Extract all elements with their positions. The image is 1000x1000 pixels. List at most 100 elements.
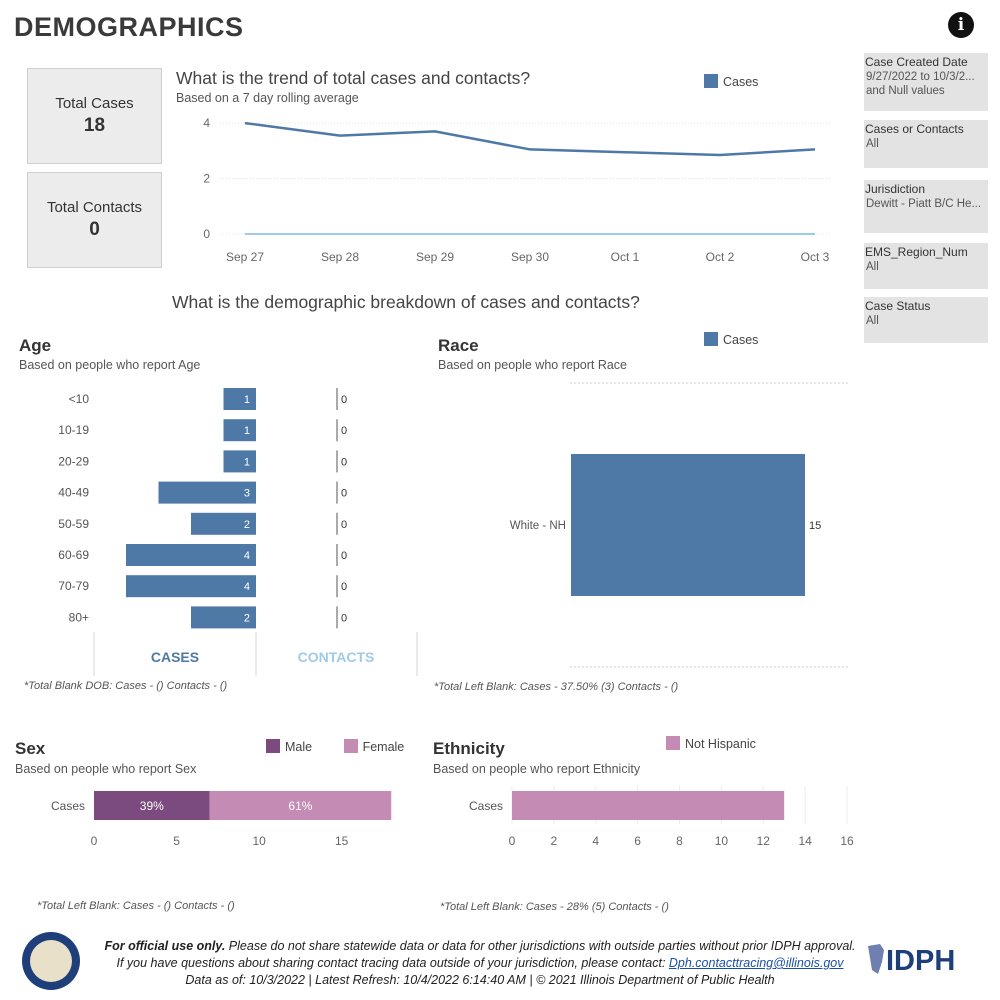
age-cases-bar [191, 512, 256, 535]
ethnicity-title: Ethnicity [433, 739, 505, 758]
age-contacts-value: 0 [341, 394, 347, 406]
sex-x-tick-label: 5 [173, 834, 180, 848]
x-tick-label: Sep 27 [226, 250, 264, 264]
age-cases-value: 1 [244, 394, 250, 406]
contact-email-link[interactable]: Dph.contacttracing@illinois.gov [668, 956, 844, 970]
sex-category-label: Cases [51, 799, 85, 813]
sex-subtitle: Based on people who report Sex [15, 762, 197, 776]
legend-swatch-not-hispanic [666, 736, 680, 750]
breakdown-question: What is the demographic breakdown of cas… [172, 292, 640, 312]
filter-value: Dewitt - Piatt B/C He... [866, 198, 982, 210]
filter-value: All [866, 261, 879, 273]
sex-male-label: 39% [140, 799, 164, 813]
age-cases-value: 1 [244, 456, 250, 468]
age-contacts-value: 0 [341, 550, 347, 562]
age-cases-value: 1 [244, 425, 250, 437]
age-category-label: 60-69 [58, 548, 89, 562]
y-tick-label: 0 [203, 227, 210, 241]
age-contacts-value: 0 [341, 456, 347, 468]
trend-legend-label: Cases [723, 75, 759, 89]
age-cases-bar [158, 481, 256, 504]
age-chart: <10 1 0 10-19 1 0 20-29 1 0 40-49 3 0 50-59 2 0 60-69 4 0… [58, 388, 418, 676]
age-category-label: 70-79 [58, 579, 89, 593]
filter-value: and Null values [866, 85, 945, 97]
sex-legend-male: Male [285, 740, 313, 754]
ethnicity-x-tick-label: 12 [757, 834, 771, 848]
filter-label: Jurisdiction [865, 182, 926, 196]
ethnicity-bar [512, 791, 785, 820]
ethnicity-x-tick-label: 8 [676, 834, 683, 848]
x-tick-label: Sep 29 [416, 250, 454, 264]
footer-line1-rest: Please do not share statewide data or da… [225, 939, 856, 953]
total-cases-value: 18 [83, 115, 106, 136]
ethnicity-subtitle: Based on people who report Ethnicity [433, 762, 641, 776]
ethnicity-x-tick-label: 10 [715, 834, 729, 848]
idph-logo-text: IDPH [886, 945, 955, 977]
age-contacts-value: 0 [341, 425, 347, 437]
age-title: Age [19, 336, 52, 355]
filter-jurisdiction[interactable]: Jurisdiction Dewitt - Piatt B/C He... [864, 180, 988, 233]
age-cases-bar [223, 419, 256, 442]
sex-female-bar [209, 791, 392, 820]
illinois-map-icon [868, 944, 884, 974]
ethnicity-legend: Not Hispanic [666, 736, 756, 751]
ethnicity-x-tick-label: 0 [509, 834, 516, 848]
idph-logo: IDPH [868, 944, 955, 977]
age-cases-value: 2 [244, 612, 250, 624]
ethnicity-category-label: Cases [469, 799, 503, 813]
ethnicity-x-tick-label: 4 [592, 834, 599, 848]
race-legend-label: Cases [723, 333, 759, 347]
age-cases-bar [126, 575, 256, 598]
x-tick-label: Oct 2 [706, 250, 735, 264]
age-cases-bar [191, 606, 256, 629]
race-value-label: 15 [809, 520, 821, 532]
legend-swatch-cases [704, 332, 718, 346]
race-chart: White - NH 15 [510, 382, 850, 668]
filter-case-status[interactable]: Case Status All [864, 297, 988, 343]
filter-value: 9/27/2022 to 10/3/2... [866, 71, 975, 83]
sex-female-label: 61% [288, 799, 312, 813]
filter-label: Cases or Contacts [865, 122, 964, 136]
sex-male-bar [94, 791, 210, 820]
legend-swatch-cases [704, 74, 718, 88]
ethnicity-note: *Total Left Blank: Cases - 28% (5) Conta… [440, 901, 669, 913]
trend-legend: Cases [704, 74, 758, 89]
age-category-label: 50-59 [58, 517, 89, 531]
ethnicity-x-tick-label: 16 [840, 834, 854, 848]
race-category-label: White - NH [510, 520, 566, 532]
age-subtitle: Based on people who report Age [19, 358, 201, 372]
filter-value: All [866, 315, 879, 327]
age-cases-bar [223, 388, 256, 410]
age-cases-value: 2 [244, 519, 250, 531]
info-icon[interactable]: i [948, 12, 974, 38]
y-tick-label: 4 [203, 116, 210, 130]
total-cases-card: Total Cases 18 [27, 68, 162, 164]
page-title: DEMOGRAPHICS [14, 12, 244, 42]
ethnicity-x-tick-label: 14 [798, 834, 812, 848]
cases-trend-line [244, 121, 816, 157]
total-contacts-card: Total Contacts 0 [27, 172, 162, 268]
trend-subtitle: Based on a 7 day rolling average [176, 91, 359, 105]
seal-inner [30, 940, 72, 982]
age-cases-value: 4 [244, 550, 250, 562]
age-cases-bar [126, 544, 256, 566]
age-cases-value: 3 [244, 488, 250, 500]
race-legend: Cases [704, 332, 758, 347]
race-note: *Total Left Blank: Cases - 37.50% (3) Co… [434, 681, 679, 693]
sex-note: *Total Left Blank: Cases - () Contacts -… [37, 900, 235, 912]
age-contacts-value: 0 [341, 488, 347, 500]
ethnicity-legend-label: Not Hispanic [685, 737, 756, 751]
age-contacts-value: 0 [341, 581, 347, 593]
x-tick-label: Sep 28 [321, 250, 359, 264]
filter-ems-region[interactable]: EMS_Region_Num All [864, 243, 988, 289]
sex-legend: Male Female [266, 739, 404, 754]
trend-question: What is the trend of total cases and con… [176, 68, 531, 88]
filter-case-created-date[interactable]: Case Created Date 9/27/2022 to 10/3/2...… [864, 53, 988, 111]
filter-cases-or-contacts[interactable]: Cases or Contacts All [864, 120, 988, 168]
filter-label: Case Created Date [865, 55, 968, 69]
filter-label: EMS_Region_Num [865, 245, 968, 259]
age-category-label: 40-49 [58, 486, 89, 500]
age-contacts-value: 0 [341, 519, 347, 531]
legend-swatch-female [343, 739, 358, 753]
sex-x-tick-label: 0 [91, 834, 98, 848]
